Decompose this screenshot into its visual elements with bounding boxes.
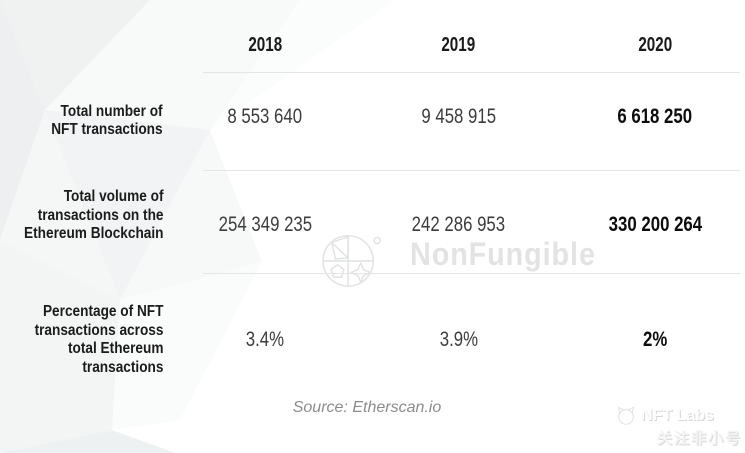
table-row-total-transactions: Total number of NFT transactions 8 553 6… [0,94,745,148]
channel-name-text: NFT Labs [641,407,714,424]
nonfungible-logo-icon [322,235,382,287]
cell-volume-2020: 330 200 264 [608,213,702,236]
table-row-percentage: Percentage of NFT transactions across to… [0,298,745,382]
cell-total-2020: 6 618 250 [617,105,693,128]
channel-subtitle-text: 关注非小号 [656,430,742,447]
nonfungible-watermark: NonFungible [322,228,617,290]
table-header-row: 2018 2019 2020 [0,30,745,60]
channel-watermark: NFT Labs 关注非小号 [616,406,742,448]
divider-line [203,72,740,73]
row-label-percentage: Percentage of NFT transactions across to… [34,303,163,376]
cell-percent-2019: 3.9% [439,328,478,351]
cell-volume-2019: 242 286 953 [411,213,506,236]
column-header-2019: 2019 [441,33,476,56]
cell-total-2018: 8 553 640 [227,105,303,128]
column-header-2020: 2020 [638,33,672,56]
divider-line [203,273,740,274]
channel-watermark-title: NFT Labs [616,406,742,426]
cell-total-2019: 9 458 915 [421,105,496,128]
row-label-total-number: Total number of NFT transactions [51,102,163,139]
cell-percent-2018: 3.4% [245,328,285,351]
column-header-2018: 2018 [248,33,282,56]
row-label-total-volume: Total volume of transactions on the Ethe… [23,188,163,243]
source-caption: Source: Etherscan.io [292,399,442,416]
cat-badge-icon [618,406,634,425]
divider-line [203,170,740,171]
table-row-total-volume: Total volume of transactions on the Ethe… [0,186,745,246]
cell-percent-2020: 2% [642,328,668,351]
cell-volume-2018: 254 349 235 [218,213,312,236]
nonfungible-watermark-text: NonFungible [410,235,596,272]
